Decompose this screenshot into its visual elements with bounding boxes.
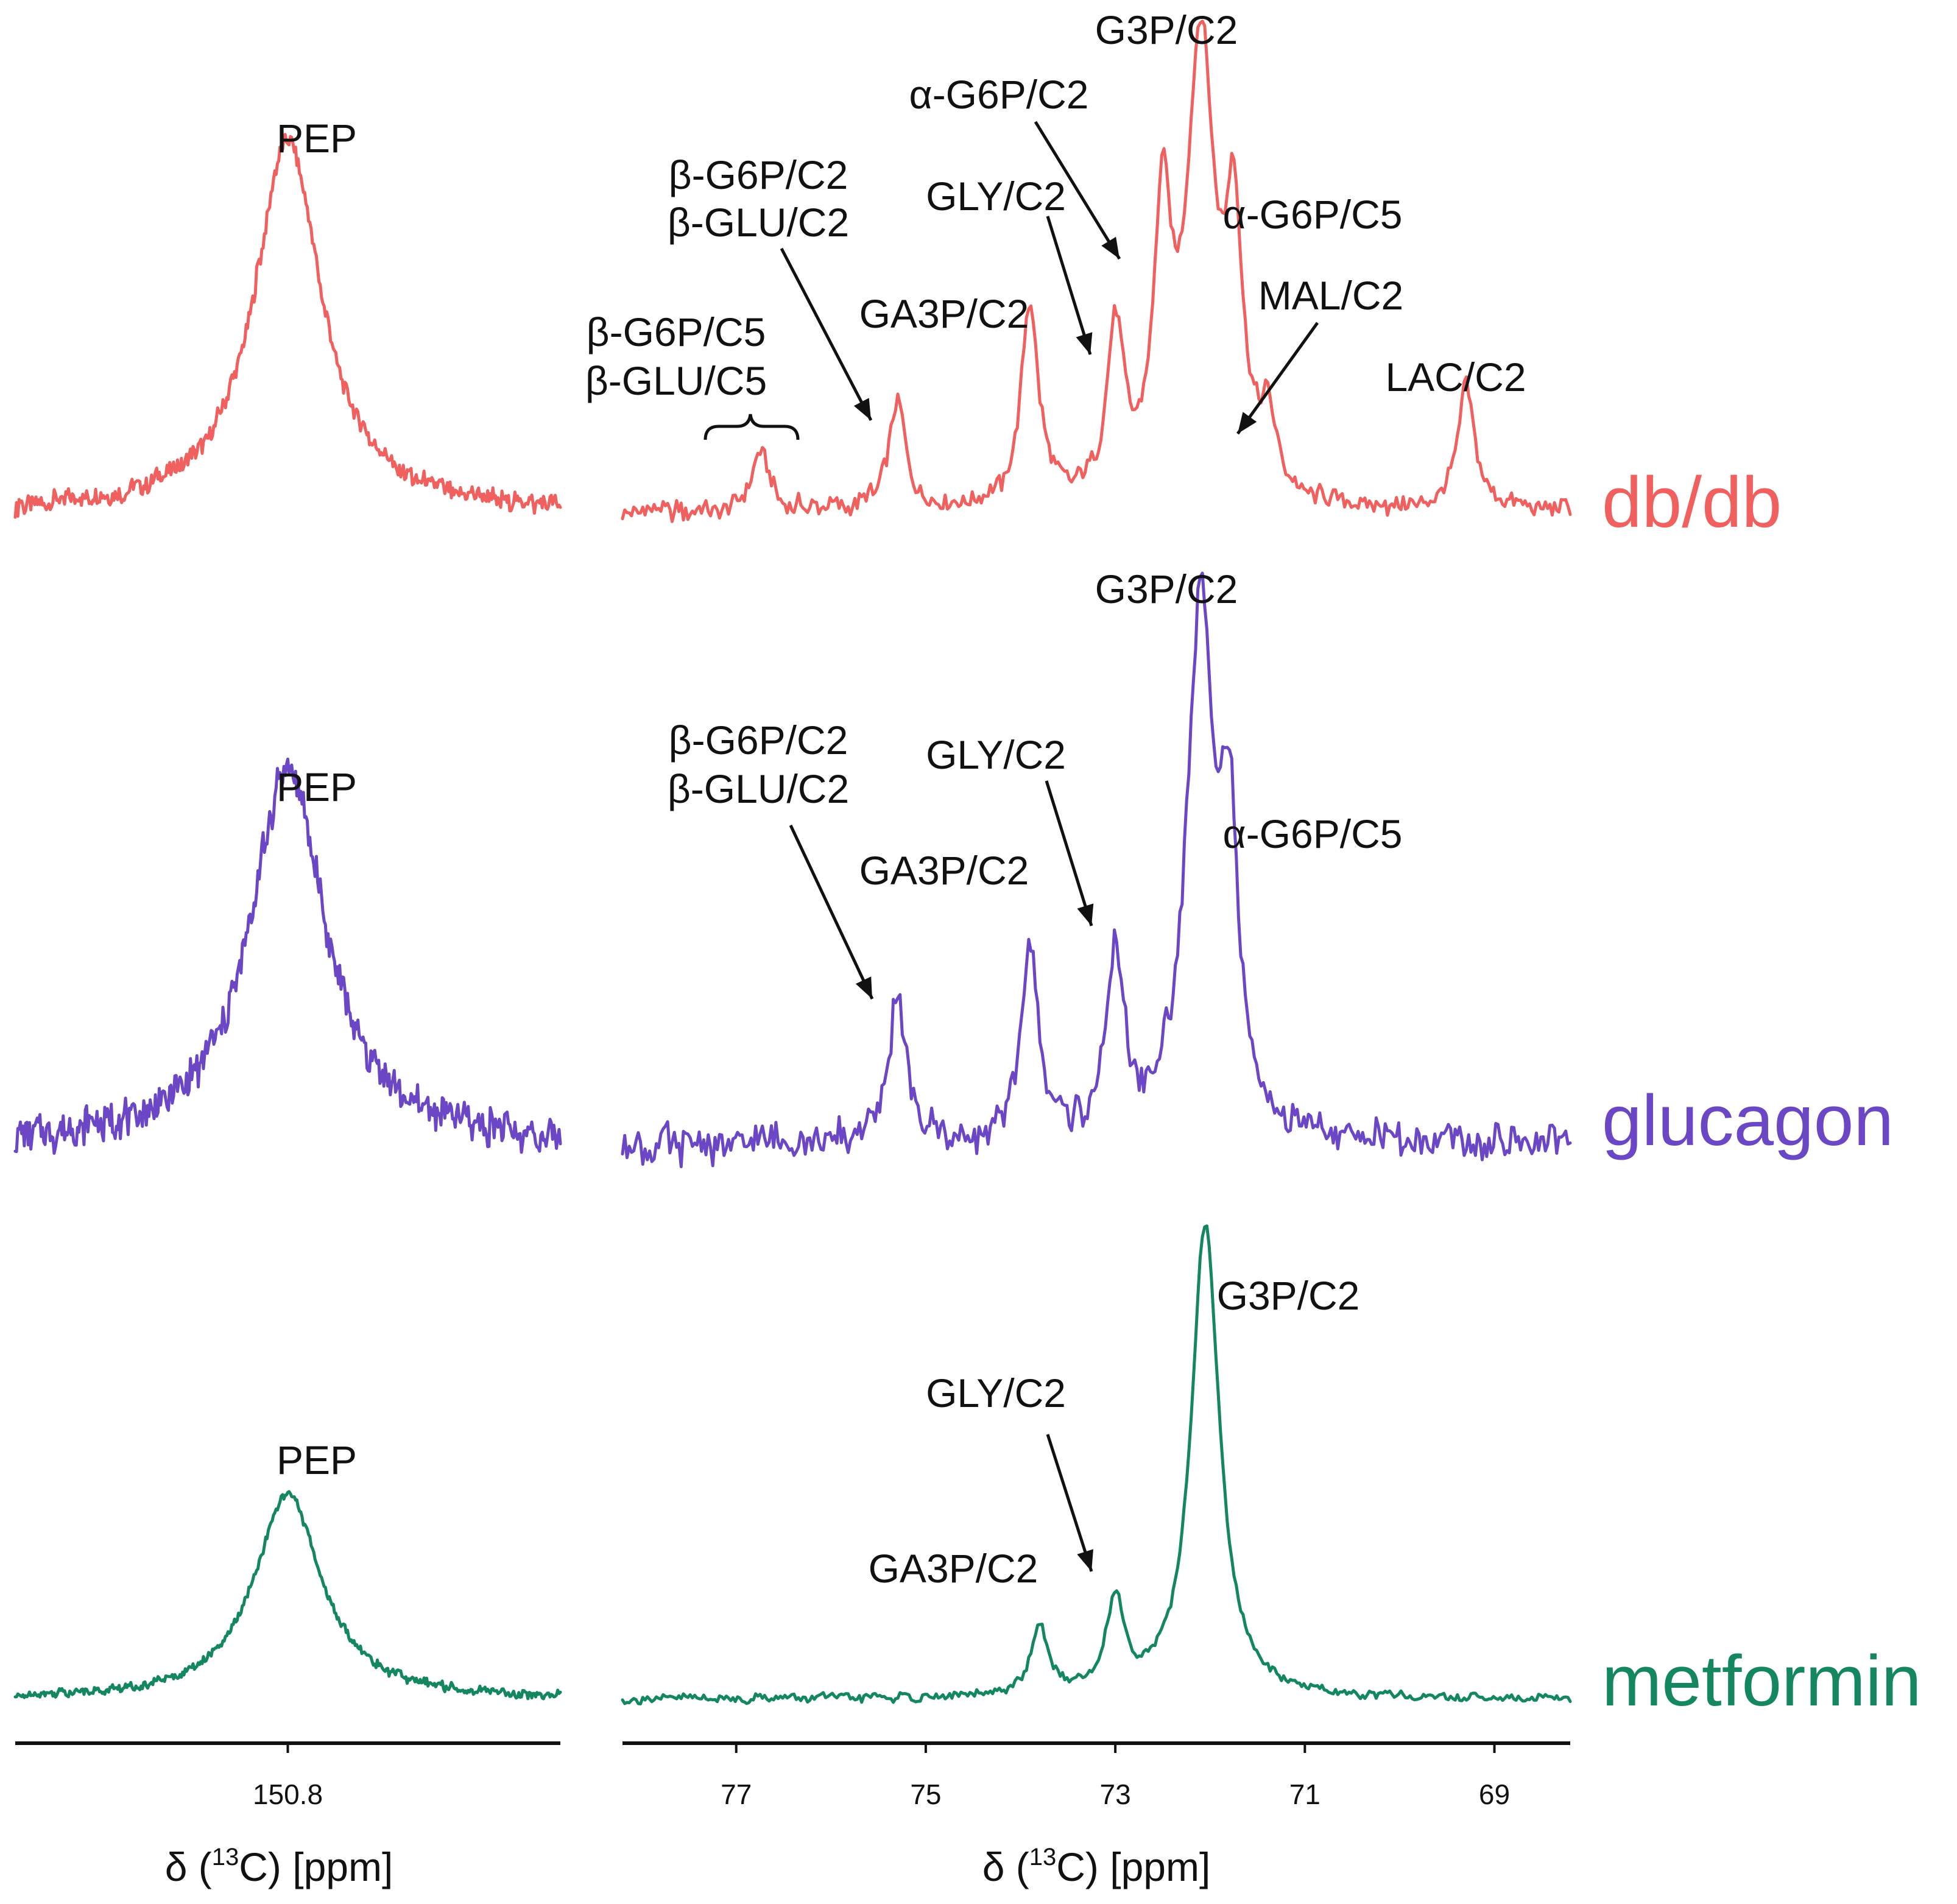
arrowhead — [1238, 412, 1257, 434]
peak-label-pep: PEP — [277, 764, 357, 809]
x-tick-label: 69 — [1479, 1779, 1510, 1810]
peak-label-gly-c2: GLY/C2 — [926, 174, 1066, 219]
metformin-sugar-trace — [621, 1224, 1572, 1705]
x-tick-label: 71 — [1289, 1779, 1321, 1810]
arrow-gly-c2 — [1046, 1434, 1093, 1572]
arrow-gly-c2 — [1045, 780, 1093, 926]
glucagon-pep-trace — [13, 757, 562, 1155]
peak-label-mal-c2: MAL/C2 — [1258, 273, 1403, 318]
metformin-pep-trace — [13, 1490, 562, 1701]
x-tick-label: 75 — [910, 1779, 941, 1810]
x-tick-label: 77 — [721, 1779, 752, 1810]
x-axis-title-right: δ (13C) [ppm] — [982, 1844, 1211, 1889]
x-tick-label: 73 — [1100, 1779, 1131, 1810]
peak-label-lac-c2: LAC/C2 — [1385, 354, 1526, 400]
arrow-alpha-g6p-c2 — [1034, 121, 1121, 260]
peak-label-beta-g6p-c2: β-G6P/C2 — [669, 152, 848, 197]
peak-label-g3p-c2: G3P/C2 — [1095, 566, 1238, 612]
x-tick-label: 150.8 — [253, 1779, 323, 1810]
series-label-db-db: db/db — [1602, 462, 1782, 543]
series-label-metformin: metformin — [1602, 1641, 1922, 1721]
x-ticks: 150.8 77 75 73 71 69 — [253, 1743, 1510, 1810]
arrowhead — [1077, 1549, 1093, 1571]
arrowhead — [1101, 236, 1120, 259]
arrow-beta-glu-c2 — [780, 247, 873, 421]
x-axis-title-left: δ (13C) [ppm] — [165, 1844, 393, 1889]
peak-label-pep: PEP — [277, 116, 357, 161]
peak-label-g3p-c2: G3P/C2 — [1217, 1273, 1360, 1318]
peak-label-beta-glu-c5: β-GLU/C5 — [585, 358, 767, 403]
peak-label-beta-glu-c2: β-GLU/C2 — [668, 766, 849, 811]
peak-label-ga3p-c2: GA3P/C2 — [859, 291, 1029, 336]
arrowhead — [855, 976, 872, 999]
peak-label-gly-c2: GLY/C2 — [926, 732, 1066, 777]
arrow-beta-glu-c2 — [789, 824, 874, 1000]
peak-label-beta-g6p-c5: β-G6P/C5 — [587, 309, 766, 354]
series-label-glucagon: glucagon — [1602, 1081, 1894, 1161]
arrowhead — [853, 398, 871, 420]
db-db-pep-trace — [13, 133, 562, 519]
peak-label-gly-c2: GLY/C2 — [926, 1370, 1066, 1416]
db-db-sugar-trace — [621, 19, 1572, 523]
arrowhead — [1077, 903, 1094, 926]
peak-label-ga3p-c2: GA3P/C2 — [859, 848, 1029, 893]
arrow-gly-c2 — [1046, 216, 1092, 355]
arrowhead — [1076, 332, 1093, 354]
peak-label-beta-g6p-c2: β-G6P/C2 — [669, 718, 848, 763]
peak-label-alpha-g6p-c2: α-G6P/C2 — [909, 72, 1089, 117]
peak-label-beta-glu-c2: β-GLU/C2 — [668, 200, 849, 245]
glucagon-sugar-trace — [621, 571, 1572, 1168]
bracket-beta-c5 — [703, 414, 800, 440]
arrowheads — [853, 236, 1257, 1571]
peak-label-alpha-g6p-c5: α-G6P/C5 — [1223, 811, 1403, 856]
peak-label-ga3p-c2: GA3P/C2 — [869, 1546, 1038, 1591]
arrow-mal-c2 — [1236, 322, 1319, 435]
peak-label-pep: PEP — [277, 1437, 357, 1483]
peak-label-g3p-c2: G3P/C2 — [1095, 7, 1238, 52]
peak-label-alpha-g6p-c5: α-G6P/C5 — [1223, 192, 1403, 237]
